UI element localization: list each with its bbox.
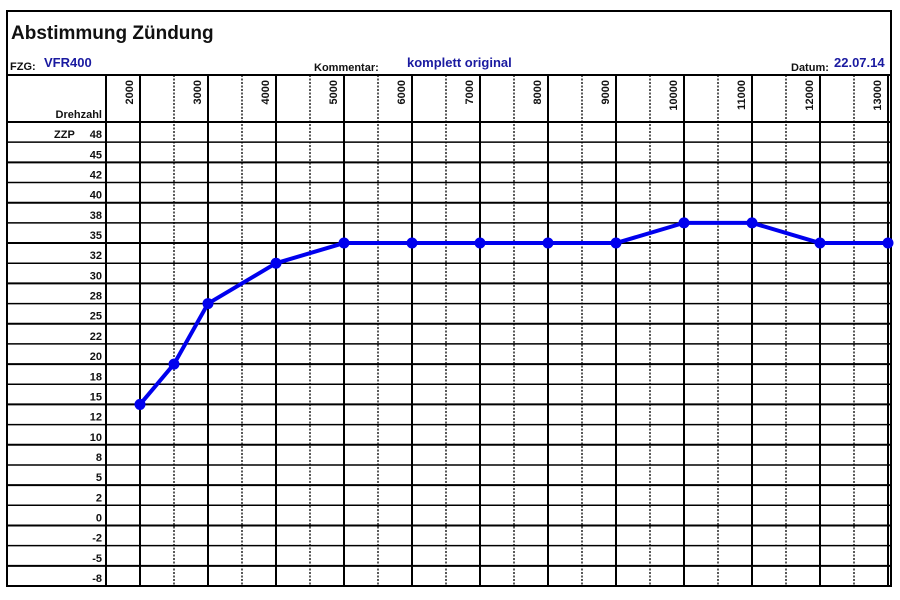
fzg-label: FZG: — [10, 61, 36, 73]
y-tick-label: 28 — [90, 291, 102, 303]
y-tick-label: 18 — [90, 371, 102, 383]
data-point — [134, 398, 146, 410]
x-tick-label: 11000 — [736, 80, 748, 110]
kommentar-label: Kommentar: — [314, 62, 379, 74]
sheet-title: Abstimmung Zündung — [11, 23, 214, 44]
y-tick-label: -5 — [92, 553, 102, 565]
y-tick-label: -8 — [92, 573, 102, 585]
data-point — [678, 217, 690, 229]
y-tick-label: 38 — [90, 210, 102, 222]
fzg-value: VFR400 — [44, 55, 92, 70]
datum-value: 22.07.14 — [834, 55, 885, 70]
y-axis-label: ZZP — [54, 129, 75, 141]
y-tick-label: 20 — [90, 351, 102, 363]
x-tick-label: 2000 — [124, 80, 136, 104]
y-tick-label: 45 — [90, 149, 102, 161]
x-tick-label: 10000 — [668, 80, 680, 111]
y-tick-label: 32 — [90, 250, 102, 262]
y-tick-label: 0 — [96, 512, 102, 524]
y-tick-label: 5 — [96, 472, 102, 484]
x-axis-label: Drehzahl — [56, 109, 102, 121]
y-tick-label: 30 — [90, 270, 102, 282]
data-point — [610, 237, 622, 249]
data-point — [542, 237, 554, 249]
x-tick-label: 4000 — [260, 80, 272, 104]
x-tick-label: 7000 — [464, 80, 476, 104]
y-tick-label: 12 — [90, 412, 102, 424]
datum-label: Datum: — [791, 62, 829, 74]
y-tick-label: 22 — [90, 331, 102, 343]
sheet-border — [6, 10, 892, 587]
data-point — [202, 298, 214, 310]
y-tick-label: 15 — [90, 391, 102, 403]
data-point — [746, 217, 758, 229]
data-point — [814, 237, 826, 249]
y-tick-label: 48 — [90, 129, 102, 141]
x-tick-label: 8000 — [532, 80, 544, 104]
y-tick-label: 2 — [96, 492, 102, 504]
y-tick-label: 40 — [90, 190, 102, 202]
x-tick-label: 6000 — [396, 80, 408, 104]
data-point — [338, 237, 350, 249]
data-point — [270, 257, 282, 269]
y-tick-label: 8 — [96, 452, 102, 464]
x-tick-label: 12000 — [804, 80, 816, 111]
kommentar-value: komplett original — [407, 55, 512, 70]
grid — [7, 74, 891, 587]
data-point — [474, 237, 486, 249]
data-point — [406, 237, 418, 249]
data-point — [882, 237, 894, 249]
y-tick-label: 25 — [90, 311, 102, 323]
y-tick-label: 10 — [90, 432, 102, 444]
x-tick-label: 9000 — [600, 80, 612, 104]
y-tick-label: 42 — [90, 170, 102, 182]
x-tick-label: 3000 — [192, 80, 204, 104]
y-tick-label: -2 — [92, 533, 102, 545]
y-tick-label: 35 — [90, 230, 102, 242]
data-point — [168, 358, 180, 370]
x-tick-label: 5000 — [328, 80, 340, 104]
x-tick-label: 13000 — [872, 80, 884, 111]
